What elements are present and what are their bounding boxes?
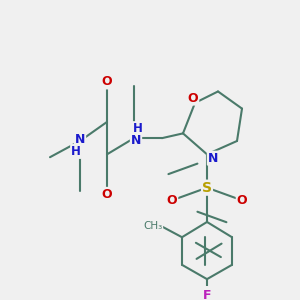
Text: S: S: [202, 181, 212, 195]
Text: O: O: [167, 194, 177, 207]
Text: N: N: [131, 134, 141, 146]
Text: O: O: [237, 194, 247, 207]
Text: N: N: [208, 152, 218, 165]
Text: CH₃: CH₃: [143, 221, 163, 231]
Text: H: H: [133, 122, 143, 135]
Text: H: H: [71, 145, 81, 158]
Text: O: O: [188, 92, 198, 105]
Text: O: O: [102, 188, 112, 201]
Text: F: F: [203, 289, 211, 300]
Text: N: N: [75, 133, 85, 146]
Text: O: O: [102, 75, 112, 88]
